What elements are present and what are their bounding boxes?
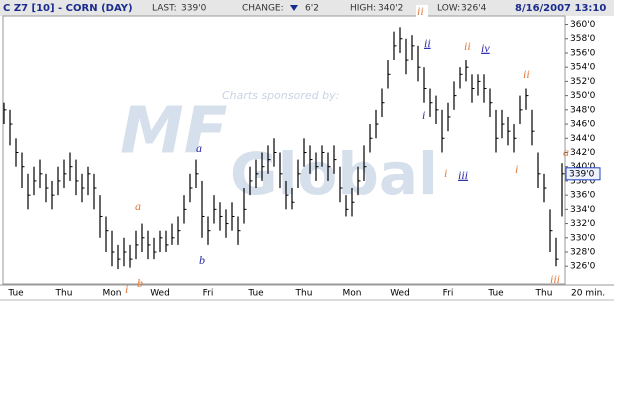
y-tick-label: 340'0 — [570, 162, 596, 172]
y-tick-label: 350'0 — [570, 91, 596, 101]
high-value: 340'2 — [378, 4, 403, 14]
wave-label: b — [137, 276, 143, 290]
wave-label: ii — [464, 39, 471, 53]
y-tick-label: 354'0 — [570, 63, 596, 73]
x-tick-label: Fri — [203, 289, 214, 299]
y-tick-label: 326'0 — [570, 262, 596, 272]
x-tick-label: Wed — [390, 289, 410, 299]
x-tick-label: Mon — [343, 289, 362, 299]
wave-label: iii — [550, 272, 560, 286]
y-tick-label: 344'0 — [570, 134, 596, 144]
wave-label: b — [199, 253, 205, 267]
wave-label: i — [444, 166, 447, 180]
wave-label: a — [563, 145, 569, 159]
wave-label: ii — [523, 67, 530, 81]
wave-label: a — [196, 141, 202, 155]
y-tick-label: 346'0 — [570, 120, 596, 130]
header-bar — [0, 0, 614, 16]
x-tick-label: Wed — [150, 289, 170, 299]
wave-label: ii — [424, 36, 431, 50]
y-tick-label: 352'0 — [570, 77, 596, 87]
wave-label: a — [135, 199, 141, 213]
x-tick-label: Tue — [247, 289, 264, 299]
change-value: 6'2 — [305, 4, 319, 14]
last-price-label: 339'0 — [569, 169, 595, 179]
x-tick-label: Fri — [443, 289, 454, 299]
y-tick-label: 360'0 — [570, 20, 596, 30]
wave-label: i — [515, 162, 518, 176]
x-tick-label: Thu — [55, 289, 73, 299]
y-tick-label: 334'0 — [570, 205, 596, 215]
wave-label: iv — [481, 41, 490, 55]
y-tick-label: 348'0 — [570, 105, 596, 115]
low-label: LOW: — [437, 4, 460, 14]
y-tick-label: 328'0 — [570, 248, 596, 258]
x-tick-label: Tue — [487, 289, 504, 299]
wave-label: i — [125, 282, 128, 296]
x-tick-label: Mon — [103, 289, 122, 299]
change-label: CHANGE: — [242, 4, 284, 14]
last-label: LAST: — [152, 4, 177, 14]
y-tick-label: 338'0 — [570, 176, 596, 186]
y-tick-label: 330'0 — [570, 233, 596, 243]
x-tick-label: Thu — [295, 289, 313, 299]
y-tick-label: 358'0 — [570, 34, 596, 44]
datetime: 8/16/2007 13:10 — [515, 3, 606, 14]
wave-label: iii — [458, 168, 468, 182]
interval-label: 20 min. — [571, 289, 605, 299]
y-tick-label: 342'0 — [570, 148, 596, 158]
symbol: C Z7 [10] - CORN (DAY) — [3, 3, 133, 14]
high-label: HIGH: — [350, 4, 376, 14]
last-price-box — [565, 167, 601, 181]
low-value: 326'4 — [461, 4, 487, 14]
sponsor-text: Charts sponsored by: — [222, 89, 339, 102]
x-tick-label: Tue — [7, 289, 24, 299]
y-tick-label: 356'0 — [570, 48, 596, 58]
plot-frame — [2, 15, 566, 285]
wave-label: ii — [417, 4, 424, 18]
annotation-bg — [416, 5, 428, 19]
y-tick-label: 336'0 — [570, 191, 596, 201]
watermark-brand: MF — [120, 95, 227, 169]
x-tick-label: Thu — [535, 289, 553, 299]
down-arrow — [290, 5, 298, 11]
wave-label: i — [422, 108, 425, 122]
last-value: 339'0 — [181, 4, 207, 14]
y-tick-label: 332'0 — [570, 219, 596, 229]
